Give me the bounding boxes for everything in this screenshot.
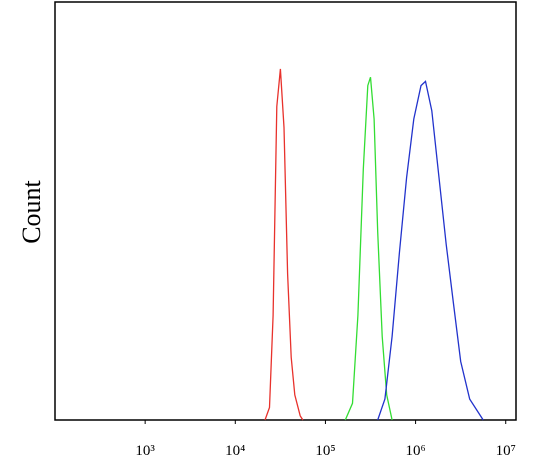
x-tick-label: 10⁶: [405, 443, 425, 459]
plot-frame: [54, 1, 517, 421]
y-axis-label: Count: [17, 179, 46, 243]
x-tick-label: 10⁷: [496, 443, 516, 459]
x-tick-label: 10³: [135, 443, 155, 459]
x-tick-label: 10⁵: [315, 443, 335, 459]
x-tick-label: 10⁴: [225, 443, 245, 459]
histogram-curve: [377, 80, 484, 421]
histogram-curve: [264, 68, 304, 421]
histogram-curve: [344, 77, 393, 421]
